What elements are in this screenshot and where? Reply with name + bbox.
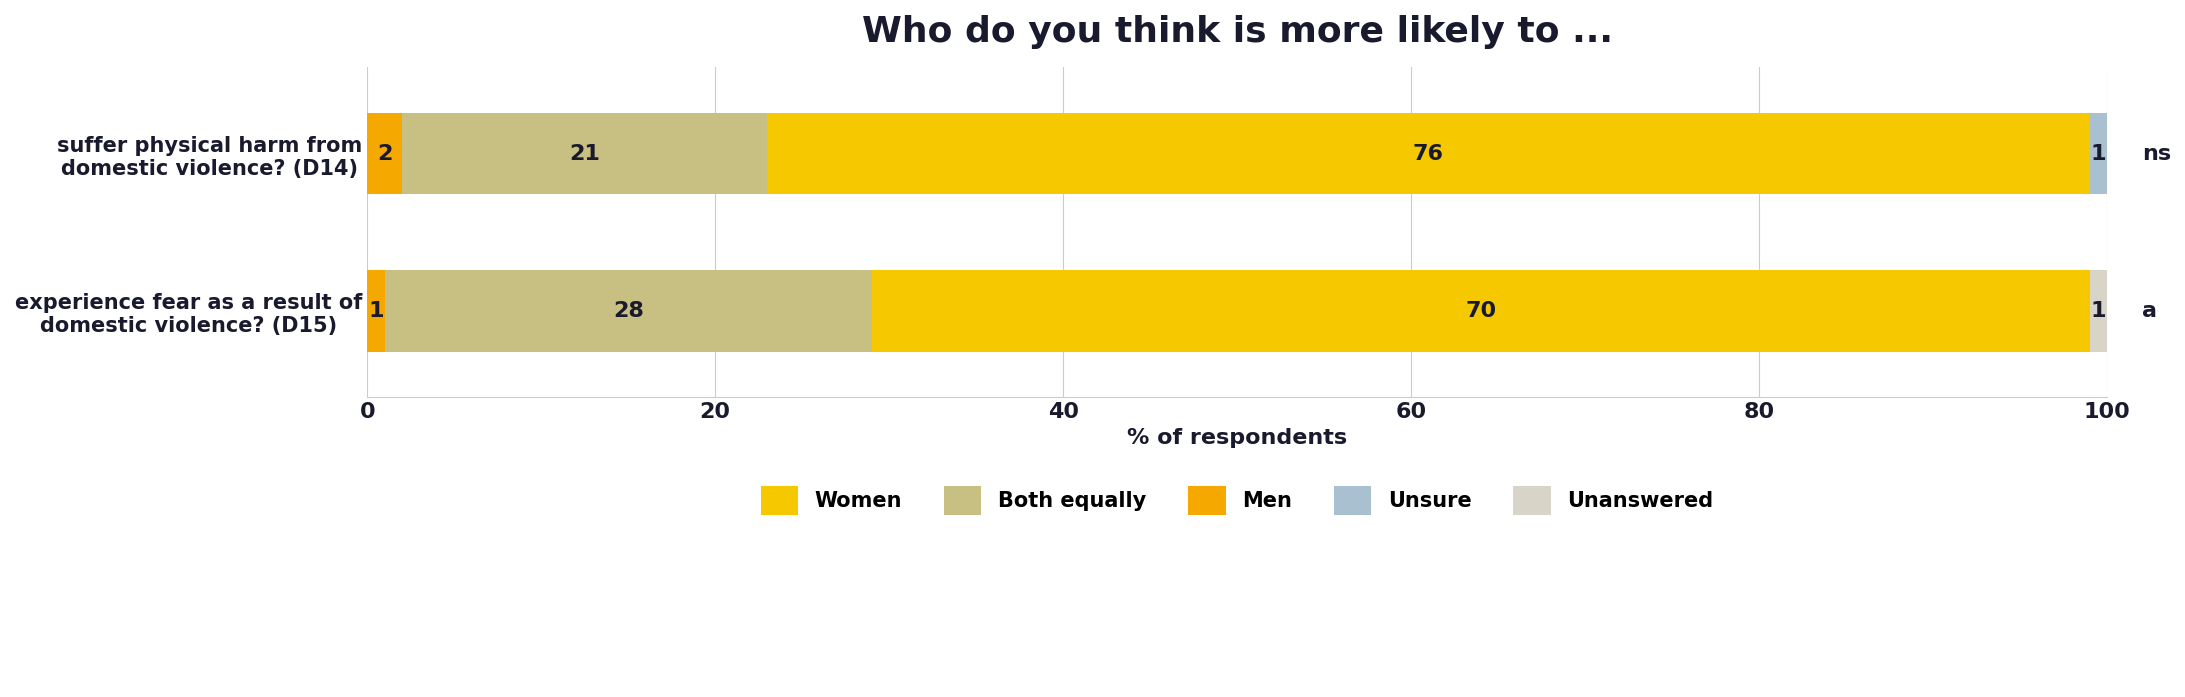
Bar [767,113,2089,194]
Bar [367,270,385,352]
Text: 28: 28 [612,301,645,321]
Title: Who do you think is more likely to ...: Who do you think is more likely to ... [861,15,1613,49]
Bar [367,113,402,194]
Bar [385,270,872,352]
X-axis label: % of respondents: % of respondents [1127,428,1348,447]
Legend: Women, Both equally, Men, Unsure, Unanswered: Women, Both equally, Men, Unsure, Unansw… [749,475,1724,526]
Text: 1: 1 [2091,144,2106,164]
Text: a: a [2141,301,2157,321]
Text: 21: 21 [570,144,601,164]
Bar [872,270,2089,352]
Text: ns: ns [2141,144,2172,164]
Text: 2: 2 [378,144,393,164]
Text: 1: 1 [369,301,385,321]
Text: 1: 1 [2091,301,2106,321]
Bar [402,113,767,194]
Bar [2089,113,2106,194]
Bar [2089,270,2106,352]
Text: 76: 76 [1414,144,1444,164]
Text: 70: 70 [1466,301,1497,321]
